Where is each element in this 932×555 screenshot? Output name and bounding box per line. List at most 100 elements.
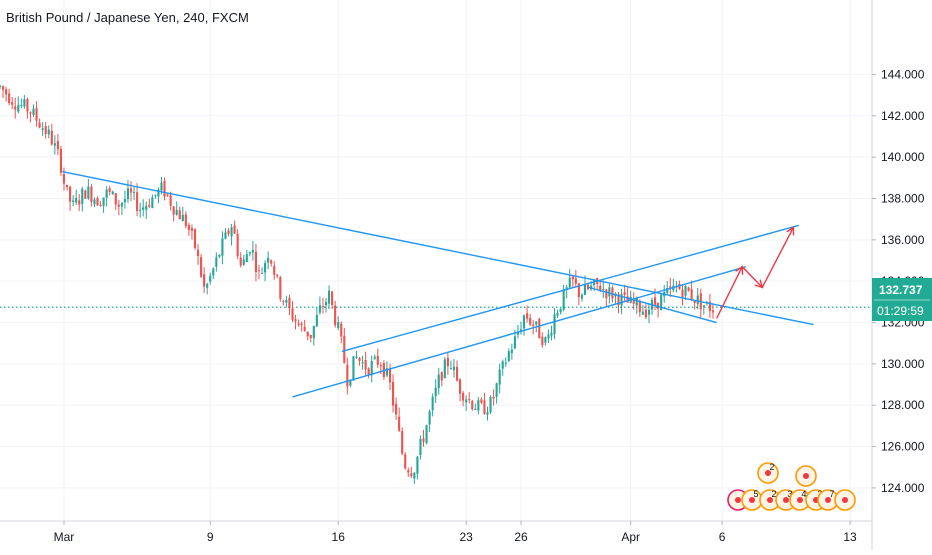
candle-body[interactable] bbox=[32, 108, 35, 115]
candle-body[interactable] bbox=[23, 99, 26, 107]
candle-body[interactable] bbox=[504, 362, 507, 364]
candle-body[interactable] bbox=[547, 334, 550, 339]
candle-body[interactable] bbox=[78, 200, 81, 205]
candle-body[interactable] bbox=[11, 102, 14, 105]
candle-body[interactable] bbox=[123, 198, 126, 203]
projection-path[interactable] bbox=[715, 227, 795, 319]
candle-body[interactable] bbox=[413, 472, 416, 479]
candle-body[interactable] bbox=[644, 309, 647, 318]
candle-body[interactable] bbox=[279, 277, 282, 299]
candle-body[interactable] bbox=[416, 456, 419, 474]
candle-body[interactable] bbox=[419, 439, 422, 455]
candle-body[interactable] bbox=[47, 129, 50, 135]
candles[interactable] bbox=[0, 84, 715, 484]
candle-body[interactable] bbox=[388, 369, 392, 383]
candle-body[interactable] bbox=[602, 289, 605, 291]
candle-body[interactable] bbox=[29, 112, 32, 114]
candle-body[interactable] bbox=[90, 186, 93, 203]
candle-body[interactable] bbox=[1, 86, 5, 90]
time-scale[interactable]: Mar 9 16 23 26 Apr 6 13 bbox=[54, 521, 857, 544]
candle-body[interactable] bbox=[398, 416, 401, 431]
candle-body[interactable] bbox=[0, 85, 2, 87]
candle-body[interactable] bbox=[556, 313, 559, 316]
candle-body[interactable] bbox=[163, 180, 166, 197]
candle-body[interactable] bbox=[352, 356, 355, 381]
candle-body[interactable] bbox=[41, 128, 44, 130]
candle-body[interactable] bbox=[294, 319, 297, 322]
candle-body[interactable] bbox=[385, 368, 389, 376]
candle-body[interactable] bbox=[175, 209, 178, 215]
candle-body[interactable] bbox=[443, 359, 446, 378]
candle-body[interactable] bbox=[696, 295, 699, 305]
candle-body[interactable] bbox=[626, 296, 629, 303]
candle-body[interactable] bbox=[711, 310, 715, 313]
candle-body[interactable] bbox=[623, 292, 626, 296]
trendline-descending-resistance[interactable] bbox=[62, 170, 814, 326]
candle-body[interactable] bbox=[349, 379, 352, 386]
candle-body[interactable] bbox=[538, 318, 541, 339]
candle-body[interactable] bbox=[324, 301, 328, 306]
candle-body[interactable] bbox=[26, 98, 29, 112]
candle-body[interactable] bbox=[516, 332, 520, 335]
candle-body[interactable] bbox=[562, 288, 565, 310]
candle-body[interactable] bbox=[358, 357, 361, 361]
candle-body[interactable] bbox=[242, 259, 245, 265]
candle-body[interactable] bbox=[282, 300, 285, 302]
candle-body[interactable] bbox=[507, 351, 510, 361]
candle-body[interactable] bbox=[580, 294, 584, 299]
candle-body[interactable] bbox=[291, 308, 294, 320]
candle-body[interactable] bbox=[327, 290, 331, 304]
candle-body[interactable] bbox=[184, 214, 187, 227]
candle-body[interactable] bbox=[449, 368, 452, 370]
candle-body[interactable] bbox=[193, 229, 197, 248]
candle-body[interactable] bbox=[111, 191, 114, 195]
candle-body[interactable] bbox=[145, 205, 148, 210]
candle-body[interactable] bbox=[565, 287, 568, 290]
candle-body[interactable] bbox=[251, 249, 254, 253]
candle-body[interactable] bbox=[337, 322, 340, 328]
candle-body[interactable] bbox=[105, 189, 108, 198]
candle-body[interactable] bbox=[160, 182, 163, 191]
candle-body[interactable] bbox=[81, 188, 84, 204]
candle-body[interactable] bbox=[69, 186, 72, 202]
candle-body[interactable] bbox=[239, 257, 242, 266]
candle-body[interactable] bbox=[285, 299, 288, 303]
candle-body[interactable] bbox=[574, 278, 577, 284]
candle-body[interactable] bbox=[346, 364, 349, 387]
candle-body[interactable] bbox=[666, 287, 669, 293]
candle-body[interactable] bbox=[129, 188, 133, 193]
candle-body[interactable] bbox=[331, 291, 334, 305]
candle-body[interactable] bbox=[550, 332, 553, 336]
candle-body[interactable] bbox=[340, 323, 343, 337]
candle-body[interactable] bbox=[306, 331, 309, 337]
candle-body[interactable] bbox=[196, 249, 200, 256]
candle-body[interactable] bbox=[379, 365, 382, 367]
candle-body[interactable] bbox=[288, 297, 291, 309]
candle-body[interactable] bbox=[93, 199, 96, 205]
candle-body[interactable] bbox=[474, 409, 477, 411]
candle-body[interactable] bbox=[452, 366, 456, 371]
candle-body[interactable] bbox=[260, 273, 264, 275]
candle-body[interactable] bbox=[544, 337, 547, 343]
candle-body[interactable] bbox=[117, 204, 120, 207]
candle-body[interactable] bbox=[641, 311, 644, 315]
candle-body[interactable] bbox=[410, 473, 413, 477]
candle-body[interactable] bbox=[459, 379, 462, 394]
candle-body[interactable] bbox=[151, 197, 154, 209]
candle-body[interactable] bbox=[522, 315, 526, 329]
candle-body[interactable] bbox=[236, 233, 239, 257]
candle-body[interactable] bbox=[230, 227, 233, 237]
candle-body[interactable] bbox=[102, 197, 105, 206]
candle-body[interactable] bbox=[181, 214, 184, 222]
candle-body[interactable] bbox=[50, 130, 53, 145]
candle-body[interactable] bbox=[254, 251, 257, 273]
candle-body[interactable] bbox=[267, 257, 270, 263]
candle-body[interactable] bbox=[526, 313, 529, 319]
candle-body[interactable] bbox=[468, 399, 471, 401]
candle-body[interactable] bbox=[218, 254, 221, 257]
candle-body[interactable] bbox=[59, 148, 63, 173]
candle-body[interactable] bbox=[120, 203, 123, 207]
candle-body[interactable] bbox=[605, 289, 608, 299]
candle-body[interactable] bbox=[14, 106, 17, 110]
